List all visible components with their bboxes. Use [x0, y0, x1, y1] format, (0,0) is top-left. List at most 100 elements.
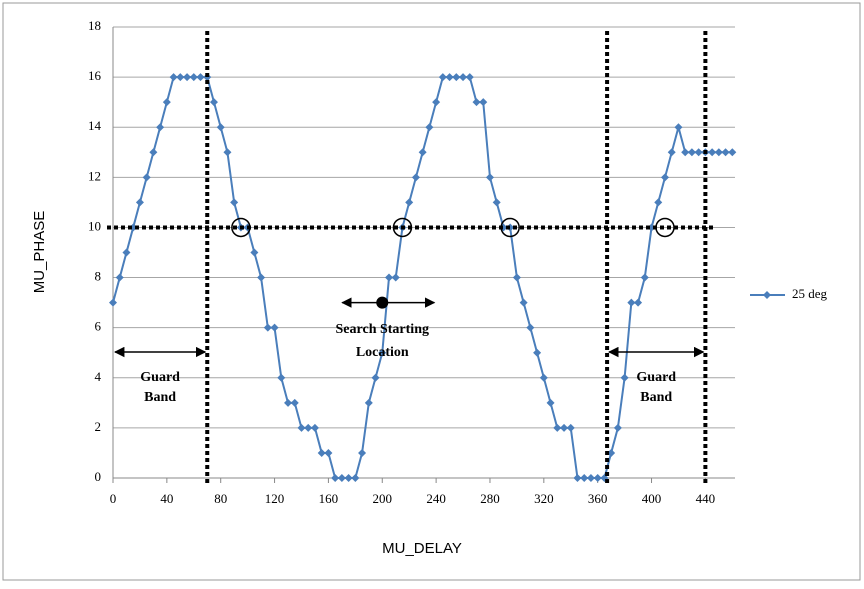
data-point	[277, 373, 286, 382]
data-point	[607, 448, 616, 457]
data-point	[344, 474, 353, 482]
data-point	[620, 373, 629, 382]
data-point	[358, 448, 367, 457]
annotation: Guard	[636, 370, 676, 385]
y-axis-label: MU_PHASE	[31, 211, 48, 294]
data-point	[472, 98, 481, 107]
data-point	[115, 273, 124, 282]
data-point	[714, 148, 723, 157]
data-point	[681, 148, 690, 157]
x-tick-label: 160	[319, 491, 339, 506]
data-point	[708, 148, 717, 157]
data-point	[613, 423, 622, 432]
data-point	[169, 73, 178, 82]
y-tick-label: 12	[88, 168, 101, 183]
data-point	[371, 373, 380, 382]
data-point	[438, 73, 447, 82]
data-point	[290, 398, 299, 407]
data-point	[149, 148, 158, 157]
x-tick-label: 80	[214, 491, 227, 506]
data-point	[452, 73, 461, 82]
data-point	[580, 474, 589, 482]
data-point	[162, 98, 171, 107]
data-point	[573, 474, 582, 482]
data-point	[432, 98, 441, 107]
data-point	[223, 148, 232, 157]
data-point	[250, 248, 259, 257]
data-point	[135, 198, 144, 207]
data-point	[183, 73, 192, 82]
data-point	[593, 474, 602, 482]
data-point	[391, 273, 400, 282]
data-point	[425, 123, 434, 132]
data-point	[539, 373, 548, 382]
data-point	[337, 474, 346, 482]
data-point	[465, 73, 474, 82]
data-point	[405, 198, 414, 207]
x-tick-label: 0	[110, 491, 117, 506]
data-point	[411, 173, 420, 182]
data-point	[122, 248, 131, 257]
data-point	[331, 474, 340, 482]
y-tick-label: 18	[88, 18, 101, 33]
y-tick-label: 0	[95, 469, 102, 484]
y-tick-label: 16	[88, 68, 102, 83]
data-point	[142, 173, 151, 182]
data-point	[654, 198, 663, 207]
annotation: Band	[144, 390, 176, 405]
x-tick-label: 40	[160, 491, 173, 506]
data-point	[566, 423, 575, 432]
data-point	[640, 273, 649, 282]
x-tick-label: 120	[265, 491, 285, 506]
search-start-point	[376, 296, 389, 309]
data-point	[209, 98, 218, 107]
data-point	[728, 148, 737, 157]
data-point	[694, 148, 703, 157]
y-tick-label: 2	[95, 419, 102, 434]
data-point	[310, 423, 319, 432]
data-point	[257, 273, 266, 282]
data-point	[526, 323, 535, 332]
data-point	[317, 448, 326, 457]
data-point	[364, 398, 373, 407]
annotation: Location	[356, 345, 409, 360]
data-point	[533, 348, 542, 357]
x-tick-label: 240	[426, 491, 446, 506]
data-point	[634, 298, 643, 307]
data-point	[304, 423, 313, 432]
data-point	[445, 73, 454, 82]
data-point	[189, 73, 198, 82]
data-point	[176, 73, 185, 82]
data-point	[196, 73, 205, 82]
data-point	[627, 298, 636, 307]
data-point	[721, 148, 730, 157]
data-point	[418, 148, 427, 157]
y-tick-label: 14	[88, 118, 102, 133]
data-point	[109, 298, 117, 307]
data-point	[492, 198, 501, 207]
crossing-circle	[500, 217, 520, 238]
annotation: Search Starting	[336, 322, 429, 337]
data-point	[263, 323, 272, 332]
crossing-circle	[392, 217, 413, 238]
x-tick-label: 320	[534, 491, 554, 506]
annotation: Band	[640, 390, 672, 405]
legend-label: 25 deg	[792, 286, 828, 301]
x-tick-label: 400	[642, 491, 662, 506]
data-point	[384, 273, 393, 282]
data-point	[216, 123, 225, 132]
data-point	[479, 98, 488, 107]
data-point	[586, 474, 595, 482]
x-tick-label: 360	[588, 491, 608, 506]
data-point	[519, 298, 528, 307]
x-tick-label: 440	[696, 491, 716, 506]
data-point	[687, 148, 696, 157]
data-point	[667, 148, 676, 157]
data-point	[284, 398, 293, 407]
data-point	[230, 198, 239, 207]
chart-border	[2, 2, 861, 581]
data-point	[546, 398, 555, 407]
data-point	[660, 173, 669, 182]
y-tick-label: 4	[95, 369, 102, 384]
